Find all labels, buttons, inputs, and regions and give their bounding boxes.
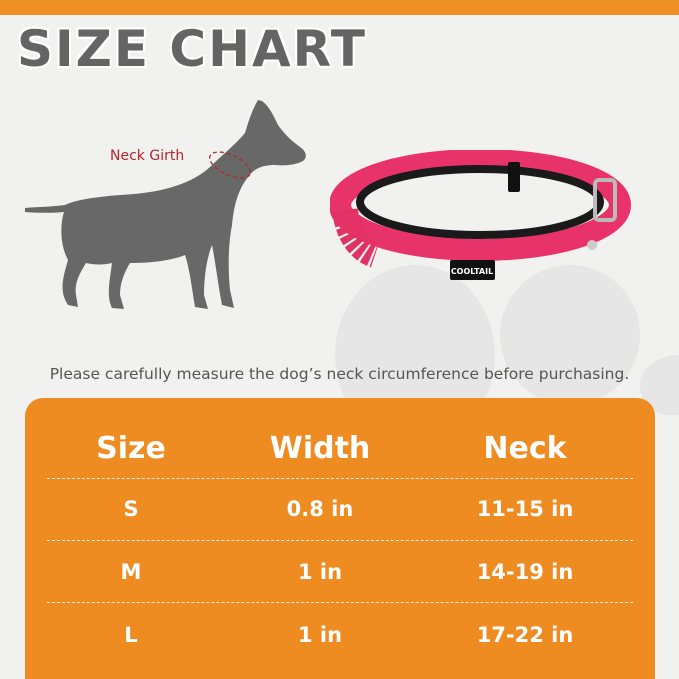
header-neck: Neck <box>483 431 567 466</box>
divider <box>47 540 633 541</box>
cell-neck: 11-15 in <box>476 497 574 521</box>
neck-girth-label: Neck Girth <box>110 148 185 164</box>
cell-width: 0.8 in <box>286 497 354 521</box>
collar-product-image: COOLTAIL <box>330 150 631 280</box>
cell-width: 1 in <box>297 623 343 647</box>
measurement-caption: Please carefully measure the dog’s neck … <box>49 365 630 383</box>
top-accent-bar <box>0 0 679 15</box>
header-width: Width <box>269 431 371 466</box>
cell-size: S <box>123 497 139 521</box>
cell-width: 1 in <box>297 560 343 584</box>
size-table: Size Width Neck S 0.8 in 11-15 in M 1 in… <box>25 398 655 679</box>
brand-tag: COOLTAIL <box>451 267 493 276</box>
header-size: Size <box>96 431 166 466</box>
page-title: SIZE CHART <box>17 20 368 78</box>
background-circle <box>500 265 640 405</box>
cell-size: M <box>120 560 142 584</box>
cell-neck: 17-22 in <box>476 623 574 647</box>
divider <box>47 602 633 603</box>
cell-neck: 14-19 in <box>476 560 574 584</box>
dog-silhouette-image <box>25 100 306 309</box>
divider <box>47 478 633 479</box>
cell-size: L <box>124 623 138 647</box>
neck-girth-marker <box>208 151 252 179</box>
